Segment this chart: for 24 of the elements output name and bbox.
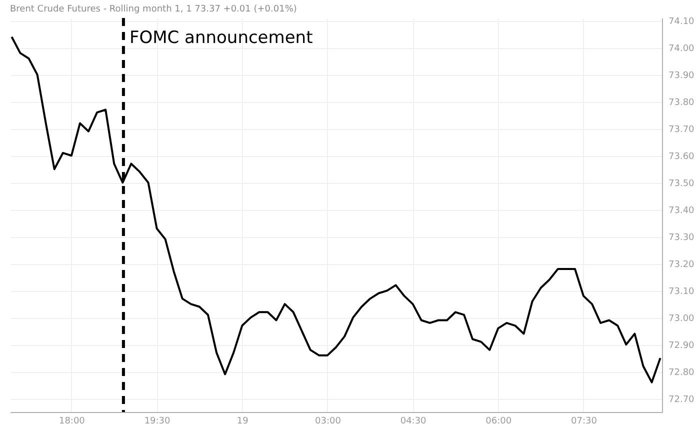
x-tick-label: 18:00 (58, 416, 86, 426)
y-tick-label: 73.80 (668, 98, 695, 108)
y-tick-label: 73.00 (668, 314, 695, 324)
y-tick-label: 73.10 (668, 287, 695, 298)
y-tick-label: 73.50 (668, 179, 695, 190)
annotation: FOMC announcement (129, 28, 314, 48)
y-tick-label: 73.40 (668, 206, 695, 216)
y-tick-label: 73.30 (668, 233, 695, 244)
y-tick-label: 74.10 (668, 17, 695, 28)
x-tick-label: 04:30 (400, 416, 427, 426)
x-tick-label: 03:00 (314, 416, 342, 426)
x-tick-label: 07:30 (571, 416, 598, 426)
y-tick-label: 73.90 (668, 71, 695, 82)
x-tick-label: 19 (236, 416, 249, 426)
y-tick-label: 74.00 (668, 44, 695, 54)
y-tick-label: 73.20 (668, 260, 695, 270)
x-tick-label: 19:30 (144, 416, 171, 426)
chart-title: Brent Crude Futures - Rolling month 1, 1 73.37 +0.01 (+0.01%) (10, 4, 297, 14)
y-tick-label: 72.70 (668, 395, 695, 406)
y-tick-label: 72.80 (668, 368, 695, 378)
y-tick-label: 73.60 (668, 152, 695, 162)
y-tick-label: 72.90 (668, 341, 695, 352)
y-tick-label: 73.70 (668, 125, 695, 136)
x-tick-label: 06:00 (486, 416, 512, 426)
